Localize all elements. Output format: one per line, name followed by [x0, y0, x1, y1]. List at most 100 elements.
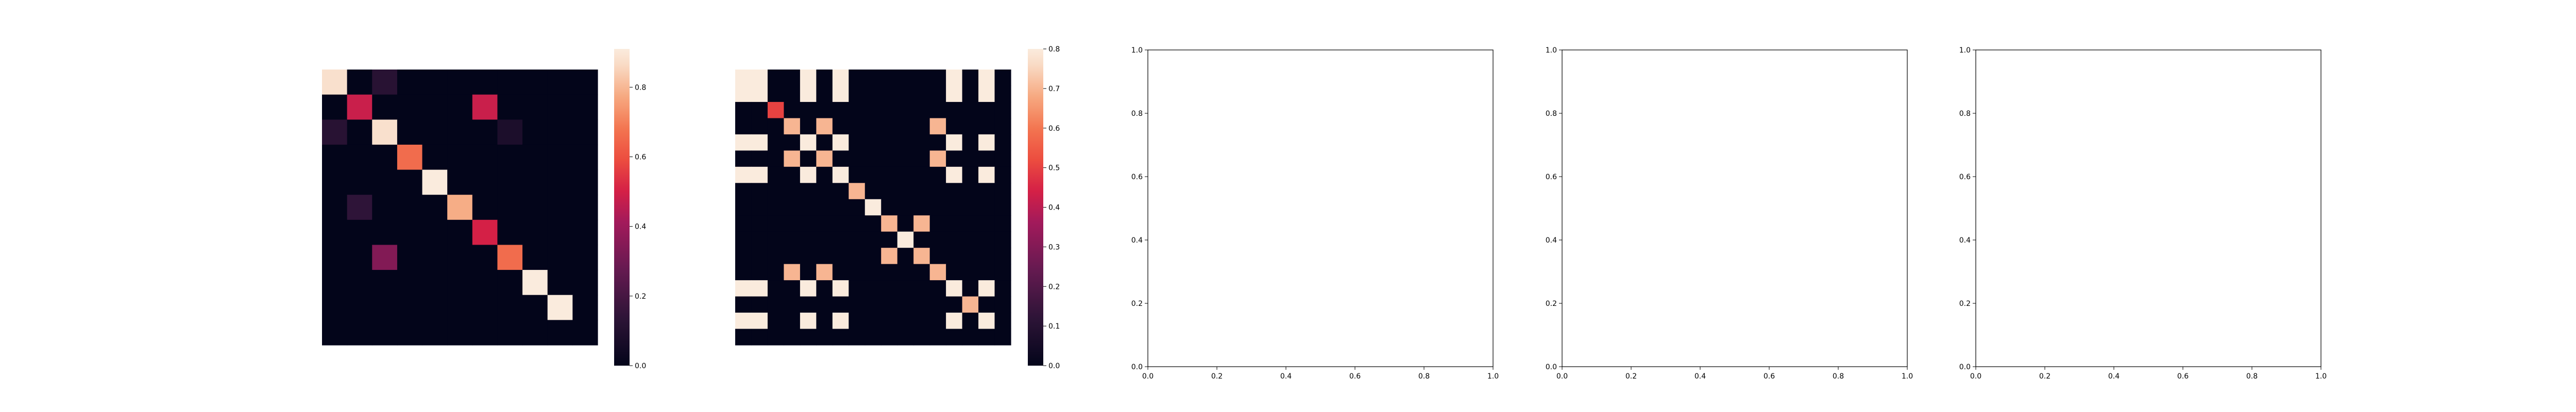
heatmap-1-cell-r1-c4 [422, 94, 448, 120]
heatmap-2-cell-r16-c8 [865, 329, 882, 346]
heatmap-1-cell-r7-c5 [447, 245, 473, 270]
heatmap-2-cell-r1-c2 [767, 85, 785, 102]
heatmap-2-cell-r16-c1 [751, 329, 768, 346]
heatmap-2-cell-r13-c3 [784, 280, 801, 297]
axes-2-xtick-label-0: 0.0 [1556, 372, 1568, 381]
heatmap-2-cell-r11-c8 [865, 248, 882, 265]
heatmap-2-cell-r15-c13 [946, 313, 963, 330]
heatmap-2-cell-r1-c5 [816, 85, 833, 102]
axes-2-ytick-label-2: 0.4 [1546, 236, 1557, 245]
heatmap-1-cell-r2-c7 [497, 119, 523, 145]
heatmap-2-cell-r0-c1 [751, 70, 768, 87]
heatmap-2-cell-r2-c1 [751, 101, 768, 119]
heatmap-2-cell-r0-c15 [978, 70, 995, 87]
heatmap-2-cell-r12-c11 [913, 264, 930, 281]
heatmap-2-cell-r1-c15 [978, 85, 995, 102]
heatmap-2-cell-r7-c8 [865, 183, 882, 200]
heatmap-2-cell-r16-c5 [816, 329, 833, 346]
colorbar-2-tick-label-4: 0.4 [1048, 204, 1060, 212]
heatmap-2-cell-r8-c12 [929, 199, 946, 216]
colorbar-2-tick-label-7: 0.7 [1048, 85, 1060, 93]
heatmap-2-cell-r16-c7 [849, 329, 866, 346]
heatmap-2-cell-r8-c4 [800, 199, 817, 216]
heatmap-1-cell-r1-c3 [397, 94, 423, 120]
heatmap-2-cell-r16-c9 [881, 329, 898, 346]
heatmap-2-cell-r9-c13 [946, 215, 963, 232]
heatmap-1-cell-r5-c5 [447, 195, 473, 220]
heatmap-2-cell-r13-c4 [800, 280, 817, 297]
heatmap-2-cell-r2-c5 [816, 101, 833, 119]
colorbar-2: 0.0 0.1 0.2 0.3 0.4 0.5 0.6 0.7 0.8 [1028, 45, 1060, 370]
heatmap-2-cell-r3-c1 [751, 118, 768, 135]
heatmap-2-cell-r4-c11 [913, 134, 930, 151]
colorbar-1-tick-label-0: 0.0 [635, 362, 646, 370]
heatmap-2-cell-r13-c16 [994, 280, 1011, 297]
heatmap-2-cell-r1-c16 [994, 85, 1011, 102]
heatmap-2-cell-r4-c13 [946, 134, 963, 151]
axes-3-xtick-label-1: 0.2 [2039, 372, 2050, 381]
heatmap-2-cell-r3-c11 [913, 118, 930, 135]
axes-2: 0.0 0.2 0.4 0.6 0.8 1.0 0.0 0.2 0.4 0.6 0.8 1.0 [1546, 46, 1913, 381]
heatmap-2-cell-r15-c0 [735, 313, 752, 330]
heatmap-2-cell-r6-c6 [832, 166, 849, 183]
heatmap-1-cell-r6-c1 [347, 219, 372, 246]
heatmap-1-cell-r2-c2 [372, 119, 398, 145]
heatmap-2-cell-r15-c16 [994, 313, 1011, 330]
heatmap-2-cell-r13-c6 [832, 280, 849, 297]
heatmap-2-cell-r14-c1 [751, 296, 768, 313]
heatmap-2-cell-r9-c4 [800, 215, 817, 232]
heatmap-2-cell-r10-c6 [832, 231, 849, 248]
heatmap-2-cell-r14-c4 [800, 296, 817, 313]
heatmap-2-cell-r7-c10 [897, 183, 914, 200]
heatmap-2-cell-r5-c9 [881, 150, 898, 167]
heatmap-2-cell-r2-c3 [784, 101, 801, 119]
heatmap-1-cell-r0-c4 [422, 70, 448, 95]
heatmap-1-cell-r0-c2 [372, 70, 398, 95]
heatmap-1-cell-r8-c3 [397, 270, 423, 296]
heatmap-2-cell-r4-c16 [994, 134, 1011, 151]
heatmap-1-cell-r7-c2 [372, 245, 398, 270]
heatmap-2-cell-r0-c3 [784, 70, 801, 87]
heatmap-1-cell-r10-c10 [572, 320, 598, 346]
heatmap-2-cell-r8-c1 [751, 199, 768, 216]
heatmap-2: 0.0 0.1 0.2 0.3 0.4 0.5 0.6 0.7 0.8 [735, 45, 1060, 370]
heatmap-2-cell-r12-c12 [929, 264, 946, 281]
axes-2-frame [1562, 49, 1908, 367]
heatmap-2-cell-r13-c11 [913, 280, 930, 297]
heatmap-2-cell-r11-c2 [767, 248, 785, 265]
heatmap-2-cell-r12-c10 [897, 264, 914, 281]
heatmap-1-cell-r3-c1 [347, 144, 372, 170]
heatmap-1-cell-r9-c1 [347, 295, 372, 320]
heatmap-2-cell-r5-c1 [751, 150, 768, 167]
axes-3-xtick-label-0: 0.0 [1970, 372, 1981, 381]
axes-1-ytick-label-3: 0.6 [1131, 173, 1143, 181]
heatmap-2-cell-r5-c6 [832, 150, 849, 167]
heatmap-2-cell-r7-c12 [929, 183, 946, 200]
heatmap-2-cell-r12-c13 [946, 264, 963, 281]
heatmap-2-cell-r8-c5 [816, 199, 833, 216]
heatmap-2-cell-r15-c8 [865, 313, 882, 330]
heatmap-1-cell-r4-c2 [372, 169, 398, 195]
heatmap-2-cell-r14-c7 [849, 296, 866, 313]
heatmap-2-cell-r7-c6 [832, 183, 849, 200]
heatmap-2-cell-r11-c14 [962, 248, 979, 265]
heatmap-2-cell-r13-c8 [865, 280, 882, 297]
heatmap-2-cell-r10-c16 [994, 231, 1011, 248]
heatmap-2-cell-r5-c16 [994, 150, 1011, 167]
axes-1-ytick-label-2: 0.4 [1131, 236, 1143, 245]
axes-3-ytick-label-3: 0.6 [1959, 173, 1971, 181]
heatmap-1-cell-r8-c9 [547, 270, 573, 296]
heatmap-1-cell-r10-c0 [322, 320, 348, 346]
heatmap-2-cell-r15-c6 [832, 313, 849, 330]
heatmap-1-cell-r4-c4 [422, 169, 448, 195]
heatmap-2-cell-r11-c6 [832, 248, 849, 265]
heatmap-2-cell-r14-c16 [994, 296, 1011, 313]
heatmap-2-cell-r14-c9 [881, 296, 898, 313]
heatmap-2-cell-r7-c15 [978, 183, 995, 200]
heatmap-2-cell-r13-c12 [929, 280, 946, 297]
heatmap-2-cell-r5-c5 [816, 150, 833, 167]
heatmap-2-cell-r7-c13 [946, 183, 963, 200]
heatmap-2-cell-r1-c3 [784, 85, 801, 102]
heatmap-2-cell-r5-c12 [929, 150, 946, 167]
heatmap-2-cell-r5-c10 [897, 150, 914, 167]
